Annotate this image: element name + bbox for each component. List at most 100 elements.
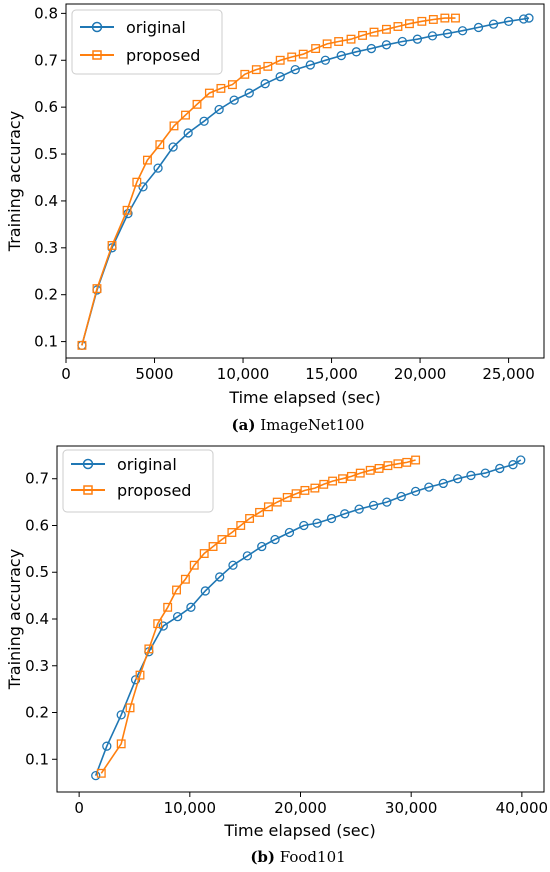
point-proposed-b (291, 489, 301, 499)
chart-panel-b: 0 10,000 20,000 30,000 40,000 0.1 0.2 0.3 0.4 0.5… (5, 445, 548, 866)
legend-label-original-a: original (126, 18, 186, 37)
point-original-b (102, 741, 112, 751)
point-original-b (438, 478, 448, 489)
point-proposed-a (107, 241, 117, 250)
point-original-b (340, 509, 350, 519)
point-proposed-b (135, 670, 145, 680)
point-proposed-b (96, 768, 106, 778)
point-original-a (260, 79, 270, 89)
point-proposed-a (417, 16, 427, 26)
x-tick-label-b: 10,000 (164, 799, 217, 817)
x-tick-label-a: 5000 (135, 365, 173, 383)
point-proposed-b (125, 703, 135, 713)
point-original-a (442, 28, 453, 39)
point-proposed-a (227, 80, 237, 90)
point-proposed-b (374, 463, 384, 473)
caption-text-b: Food101 (275, 848, 346, 866)
point-original-a (457, 26, 468, 36)
y-tick-label-a: 0.3 (34, 239, 58, 257)
point-proposed-b (328, 476, 338, 486)
point-original-a (320, 55, 331, 65)
caption-b: (b) Food101 (250, 848, 345, 866)
y-tick-label-a: 0.2 (34, 286, 58, 304)
point-proposed-b (245, 514, 255, 523)
point-original-a (366, 43, 377, 54)
point-original-a (290, 64, 300, 75)
point-proposed-a (393, 22, 403, 31)
y-tick-label-a: 0.5 (34, 145, 58, 163)
x-tick-label-a: 20,000 (394, 365, 447, 383)
point-proposed-a (122, 205, 132, 215)
legend-marker-proposed-b (83, 485, 93, 495)
point-original-b (508, 460, 518, 470)
point-proposed-a (369, 27, 379, 37)
y-tick-label-b: 0.6 (25, 516, 49, 534)
point-proposed-b (383, 461, 393, 471)
legend-b: original proposed (62, 449, 214, 513)
point-proposed-a (346, 34, 356, 44)
point-proposed-b (411, 455, 421, 465)
x-tick-label-a: 10,000 (217, 365, 270, 383)
point-original-a (518, 14, 529, 24)
x-tick-label-b: 30,000 (385, 799, 438, 817)
point-proposed-a (92, 284, 102, 294)
chart-a-layer: 0 5000 10,000 15,000 20,000 25,000 0.1 0.2 0.3 0.… (34, 4, 535, 383)
point-proposed-b (189, 560, 199, 570)
point-original-b (495, 463, 505, 474)
point-proposed-a (155, 140, 165, 150)
series-line-original-a (81, 17, 530, 346)
point-proposed-b (393, 459, 403, 469)
point-original-b (424, 482, 434, 492)
point-original-b (396, 491, 406, 502)
point-original-a (503, 16, 514, 26)
point-original-a (183, 128, 193, 138)
y-tick-label-a: 0.7 (34, 51, 58, 69)
point-proposed-b (346, 471, 356, 481)
point-proposed-b (172, 585, 181, 595)
legend-marker-original-a (91, 21, 103, 33)
point-proposed-b (255, 507, 264, 517)
point-proposed-b (144, 644, 154, 654)
point-original-a (412, 34, 423, 44)
point-proposed-b (208, 542, 218, 551)
point-original-a (199, 116, 209, 126)
y-tick-label-a: 0.4 (34, 192, 58, 210)
point-original-a (351, 47, 361, 57)
legend-marker-original-b (82, 458, 94, 470)
point-proposed-a (240, 69, 250, 79)
point-original-b (242, 551, 253, 561)
ylabel-a: Training accuracy (5, 111, 24, 252)
point-original-a (473, 22, 484, 33)
point-proposed-b (263, 502, 273, 512)
point-proposed-b (236, 521, 246, 530)
point-proposed-b (180, 574, 190, 584)
point-proposed-b (153, 619, 163, 629)
point-original-a (488, 19, 499, 29)
point-proposed-a (77, 340, 87, 350)
point-proposed-a (181, 110, 190, 120)
x-tick-label-b: 20,000 (274, 799, 327, 817)
point-original-a (244, 88, 254, 98)
legend-a: original proposed (71, 9, 223, 75)
point-proposed-b (365, 465, 375, 475)
point-original-a (138, 182, 148, 192)
point-proposed-a (132, 177, 142, 187)
chart-panel-a: 0 5000 10,000 15,000 20,000 25,000 0.1 0.2 0.3 0.… (5, 3, 545, 434)
x-tick-label-a: 15,000 (305, 365, 358, 383)
point-original-a (336, 50, 346, 61)
point-original-b (410, 486, 421, 497)
point-original-b (172, 612, 183, 622)
point-original-b (480, 468, 490, 478)
point-original-b (158, 621, 168, 631)
point-proposed-a (358, 30, 367, 40)
point-proposed-a (169, 121, 179, 131)
point-proposed-a (263, 61, 273, 71)
point-proposed-a (334, 37, 344, 46)
point-original-a (153, 163, 163, 173)
point-original-b (466, 470, 476, 481)
point-proposed-a (311, 44, 321, 53)
point-proposed-a (275, 55, 285, 65)
point-proposed-b (282, 492, 292, 502)
point-original-b (200, 586, 210, 596)
point-original-a (381, 40, 392, 50)
